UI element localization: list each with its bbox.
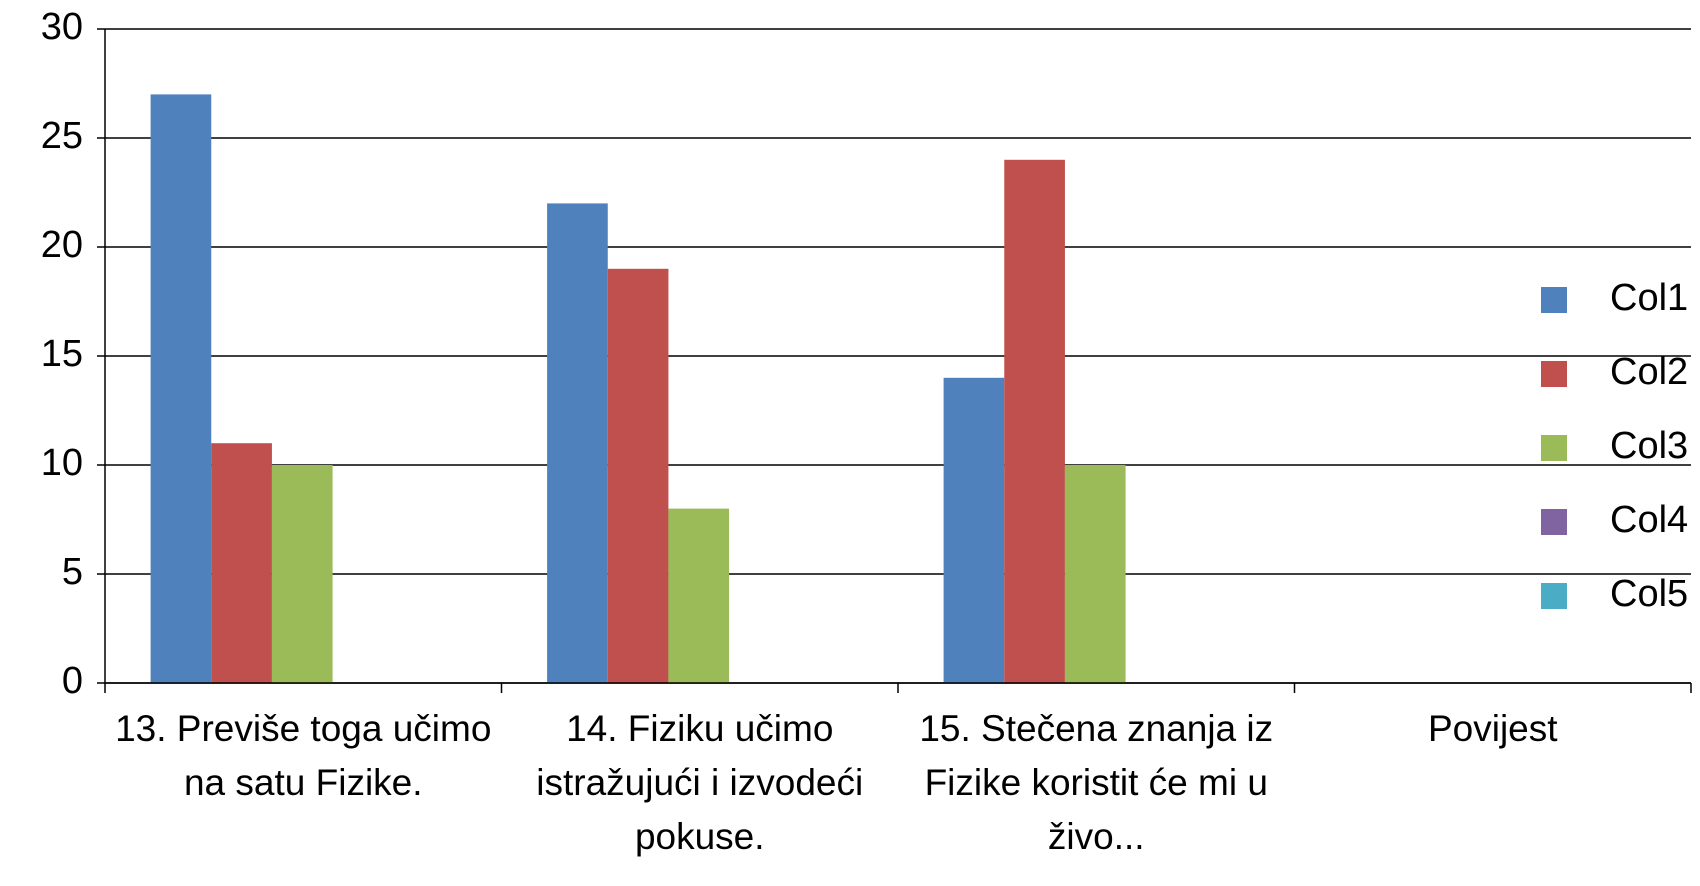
bar xyxy=(1064,465,1126,683)
bar xyxy=(150,94,212,683)
legend-swatch xyxy=(1541,583,1567,609)
y-tick-label: 5 xyxy=(62,551,83,593)
legend-label: Col3 xyxy=(1610,425,1688,467)
x-tick-label: 13. Previše toga učimo na satu Fizike. xyxy=(115,708,492,803)
x-tick-label: 14. Fiziku učimo istražujući i izvodeći … xyxy=(536,708,864,857)
legend-label: Col1 xyxy=(1610,277,1688,319)
legend-swatch xyxy=(1541,361,1567,387)
y-tick-label: 20 xyxy=(41,224,83,266)
y-tick-label: 25 xyxy=(41,115,83,157)
x-tick-label: Povijest xyxy=(1427,708,1558,749)
y-tick-label: 10 xyxy=(41,442,83,484)
bar xyxy=(547,203,608,683)
legend-swatch xyxy=(1541,287,1567,313)
y-tick-label: 0 xyxy=(62,660,83,702)
legend-swatch xyxy=(1541,435,1567,461)
bar xyxy=(943,377,1005,683)
bar xyxy=(211,443,272,683)
legend-swatch xyxy=(1541,509,1567,535)
y-tick-label: 15 xyxy=(41,333,83,375)
bar xyxy=(607,268,669,683)
x-tick-label: 15. Stečena znanja iz Fizike koristit će… xyxy=(919,708,1274,857)
legend-label: Col5 xyxy=(1610,573,1688,615)
legend-label: Col4 xyxy=(1610,499,1688,541)
bar xyxy=(1004,159,1065,684)
legend-label: Col2 xyxy=(1610,351,1688,393)
bar xyxy=(271,465,333,683)
y-tick-label: 30 xyxy=(41,6,83,48)
bar xyxy=(668,508,730,683)
